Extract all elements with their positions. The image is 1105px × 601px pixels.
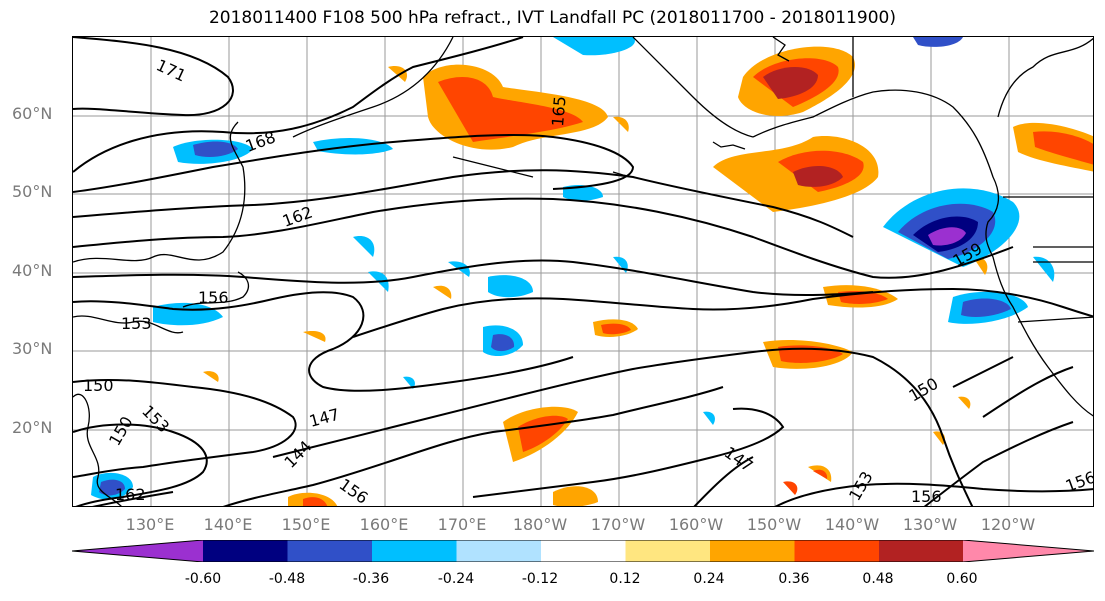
colorbar-tick-label: -0.60 — [184, 571, 222, 587]
colorbar-segment — [372, 540, 457, 562]
contour-label-171: 171 — [153, 55, 189, 85]
plot-title: 2018011400 F108 500 hPa refract., IVT La… — [208, 8, 896, 28]
colorbar-tick-label: 0.12 — [609, 571, 641, 587]
lon-label-130w: 130°W — [902, 515, 958, 534]
colorbar-segment — [72, 540, 203, 562]
negative-anomaly-patches — [91, 37, 1055, 500]
contour-label-150-sw: 150 — [105, 413, 137, 449]
colorbar-tick-label: -0.36 — [352, 571, 390, 587]
colorbar-segment — [541, 540, 626, 562]
colorbar-segment — [963, 540, 1094, 562]
lon-label-160w: 160°W — [668, 515, 724, 534]
contour-label-156-se: 156 — [911, 487, 942, 506]
lon-label-140e: 140°E — [203, 515, 253, 534]
lat-label-60n: 60°N — [12, 104, 53, 123]
colorbar-tick-label: -0.24 — [437, 571, 475, 587]
lon-label-150e: 150°E — [281, 515, 331, 534]
colorbar-segment — [203, 540, 288, 562]
lon-label-150w: 150°W — [746, 515, 802, 534]
contour-label-150: 150 — [83, 376, 114, 395]
colorbar-segment — [287, 540, 372, 562]
lon-label-170e: 170°E — [437, 515, 487, 534]
contour-label-150-e: 150 — [906, 374, 942, 406]
colorbar-segment — [456, 540, 541, 562]
contours — [73, 37, 1093, 506]
lon-label-130e: 130°E — [125, 515, 175, 534]
colorbar-tick-label: 0.60 — [946, 571, 978, 587]
lon-label-170w: 170°W — [590, 515, 646, 534]
contour-label-153-se: 153 — [845, 468, 877, 504]
colorbar-tick-label: -0.48 — [268, 571, 306, 587]
lat-label-40n: 40°N — [12, 261, 53, 280]
lat-label-20n: 20°N — [12, 418, 53, 437]
contour-label-165: 165 — [548, 95, 570, 127]
contour-label-162-sw: 162 — [115, 485, 146, 504]
contour-label-156: 156 — [198, 288, 229, 307]
colorbar-tick-label: 0.36 — [778, 571, 810, 587]
positive-anomaly-patches — [203, 46, 1093, 506]
colorbar-segments — [72, 540, 1094, 562]
lat-label-30n: 30°N — [12, 339, 53, 358]
contour-label-162: 162 — [280, 202, 315, 230]
contour-label-168: 168 — [243, 127, 278, 155]
colorbar — [72, 540, 1094, 562]
colorbar-tick-label: -0.12 — [521, 571, 559, 587]
colorbar-segment — [710, 540, 795, 562]
contour-label-156-edge: 156 — [1063, 467, 1094, 495]
contour-label-147: 147 — [307, 405, 341, 431]
lon-label-160e: 160°E — [359, 515, 409, 534]
contour-label-144: 144 — [280, 437, 315, 472]
lon-label-120w: 120°W — [980, 515, 1036, 534]
contour-label-156-s: 156 — [336, 475, 372, 507]
lon-label-180w: 180°W — [512, 515, 568, 534]
contour-label-153: 153 — [121, 314, 152, 333]
colorbar-tick-label: 0.24 — [693, 571, 725, 587]
colorbar-tick-label: 0.48 — [862, 571, 894, 587]
colorbar-segment — [879, 540, 963, 562]
colorbar-segment — [794, 540, 879, 562]
map-panel: 171 168 165 162 159 156 153 150 147 144 … — [72, 36, 1094, 507]
lon-label-140w: 140°W — [824, 515, 880, 534]
lat-label-50n: 50°N — [12, 182, 53, 201]
map-svg: 171 168 165 162 159 156 153 150 147 144 … — [73, 37, 1094, 507]
contour-label-147-e: 147 — [721, 443, 757, 476]
colorbar-segment — [625, 540, 710, 562]
